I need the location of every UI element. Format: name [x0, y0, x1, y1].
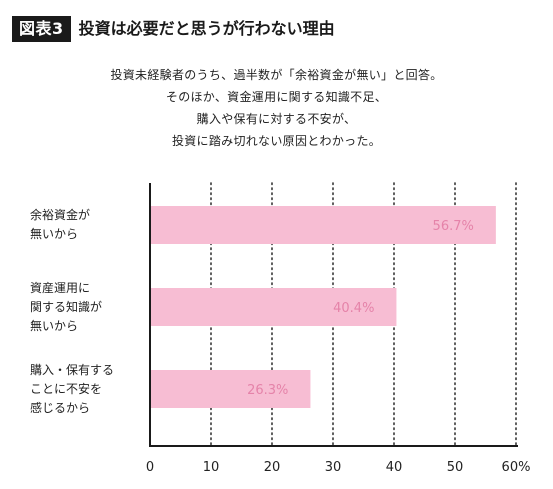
- x-tick-label: 50: [447, 460, 464, 475]
- subtitle-line: そのほか、資金運用に関する知識不足、: [165, 90, 388, 104]
- category-label-line: ことに不安を: [30, 381, 103, 396]
- category-label-line: 購入・保有する: [30, 362, 115, 377]
- x-tick-label: 40: [386, 460, 403, 475]
- subtitle-line: 購入や保有に対する不安が、: [196, 112, 357, 126]
- x-tick-label: 20: [264, 460, 281, 475]
- chart-header: 図表3 投資は必要だと思うが行わない理由: [12, 16, 335, 42]
- x-tick-label: 10: [203, 460, 220, 475]
- bar: [150, 370, 311, 408]
- category-label-line: 余裕資金が: [30, 208, 91, 222]
- category-label-line: 関する知識が: [30, 299, 103, 314]
- x-tick-label: 60%: [502, 460, 531, 475]
- chart-title: 投資は必要だと思うが行わない理由: [78, 19, 335, 38]
- category-label: 余裕資金が 無いから: [30, 206, 142, 244]
- category-label: 資産運用に関する知識が 無いから: [30, 279, 142, 336]
- subtitle-line: 投資に踏み切れない原因とわかった。: [171, 134, 382, 148]
- category-label-line: 無いから: [30, 318, 79, 333]
- category-label-line: 資産運用に: [30, 280, 91, 295]
- subtitle-line: 投資未経験者のうち、過半数が「余裕資金が無い」と回答。: [110, 68, 443, 82]
- bar-value-label: 26.3%: [247, 383, 288, 398]
- bar-value-label: 56.7%: [433, 219, 474, 234]
- x-tick-label: 30: [325, 460, 342, 475]
- category-label-line: 無いから: [30, 227, 79, 241]
- x-tick-label: 0: [146, 460, 154, 475]
- figure-number-badge: 図表3: [12, 16, 71, 42]
- chart-subtitle: 投資未経験者のうち、過半数が「余裕資金が無い」と回答。 そのほか、資金運用に関す…: [20, 64, 533, 152]
- category-label: 購入・保有する ことに不安を 感じるから: [30, 361, 142, 418]
- bar-value-label: 40.4%: [333, 301, 374, 316]
- category-label-line: 感じるから: [30, 400, 91, 415]
- bar: [150, 206, 496, 244]
- bar: [150, 288, 397, 326]
